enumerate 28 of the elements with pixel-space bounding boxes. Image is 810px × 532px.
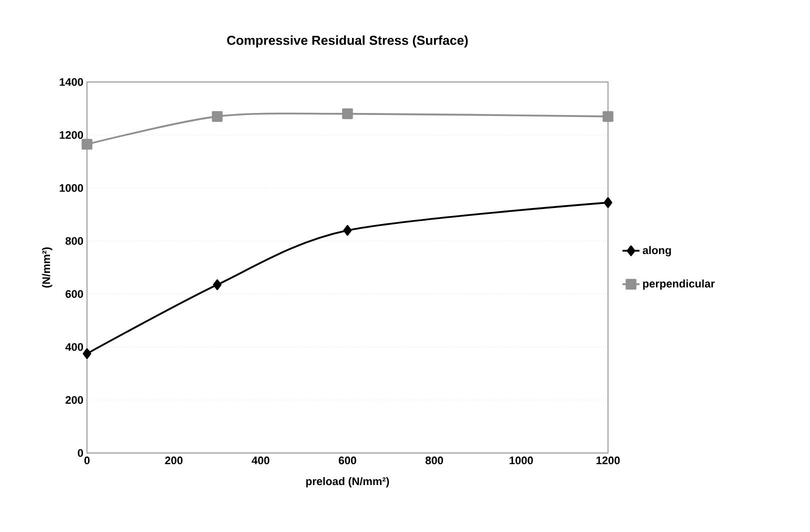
- legend-label: along: [642, 246, 671, 256]
- legend-label: perpendicular: [643, 279, 715, 290]
- y-tick-label: 1000: [60, 184, 84, 192]
- point: [82, 138, 92, 150]
- chart-title: Compressive Residual Stress (Surface): [227, 35, 468, 48]
- y-tick-label: 1400: [60, 78, 84, 86]
- y-tick-label: 200: [66, 396, 84, 404]
- point: [82, 348, 92, 360]
- x-tick-label: 600: [338, 456, 356, 464]
- x-tick-label: 800: [426, 456, 444, 464]
- point: [343, 225, 352, 236]
- point: [342, 108, 353, 120]
- point: [604, 197, 612, 208]
- y-tick-label: 600: [66, 290, 84, 298]
- point: [212, 111, 223, 122]
- x-tick-label: 1200: [596, 456, 620, 464]
- y-tick-label: 800: [66, 237, 84, 245]
- y-tick-label: 400: [65, 343, 84, 351]
- x-tick-label: 400: [252, 456, 270, 464]
- point: [212, 279, 222, 290]
- y-axis-title: (N/mm²): [42, 247, 52, 288]
- x-axis-title: preload (N/mm²): [306, 477, 389, 488]
- x-tick-label: 0: [84, 456, 90, 464]
- y-tick-label: 0: [78, 449, 84, 457]
- point: [602, 111, 614, 122]
- x-tick-label: 200: [165, 456, 183, 464]
- y-tick-label: 1200: [60, 131, 84, 139]
- x-tick-label: 1000: [510, 456, 533, 464]
